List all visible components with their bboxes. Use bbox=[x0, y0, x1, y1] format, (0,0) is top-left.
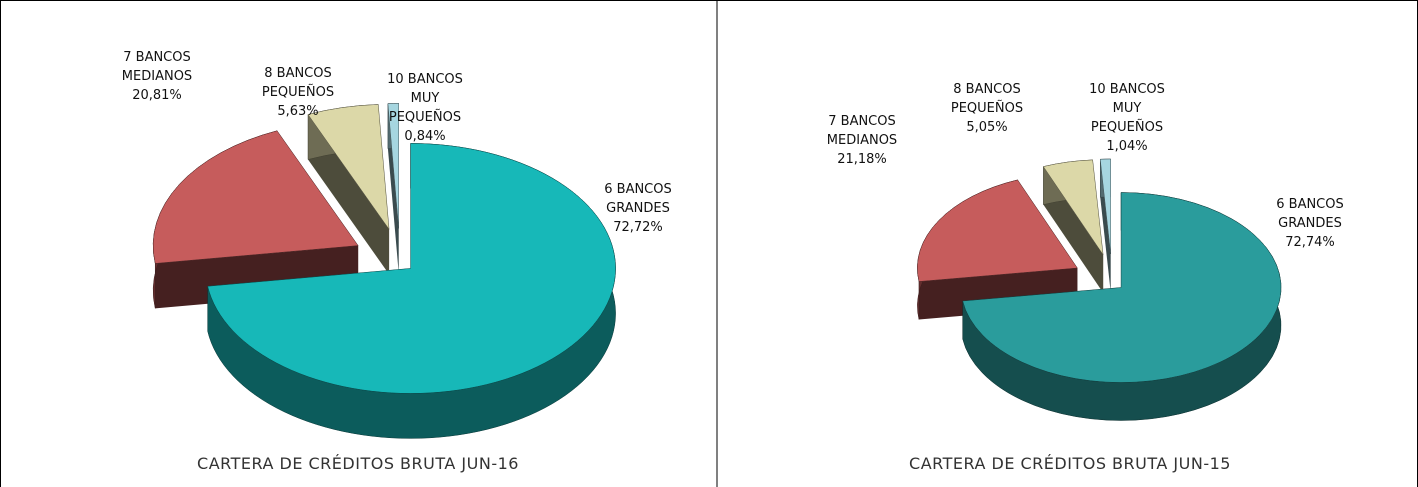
slice-top bbox=[152, 130, 359, 264]
slice-label: 6 BANCOS GRANDES 72,72% bbox=[604, 180, 672, 237]
category-label: 10 BANCOS MUY PEQUEÑOS bbox=[1089, 82, 1165, 135]
pie-slice bbox=[307, 104, 390, 275]
pie-slice bbox=[387, 103, 399, 274]
slice-top bbox=[917, 179, 1078, 282]
slice-top bbox=[1042, 159, 1104, 255]
category-label: 7 BANCOS MEDIANOS bbox=[121, 50, 193, 84]
value-label: 5,05% bbox=[966, 120, 1008, 135]
pie-slice bbox=[962, 192, 1282, 421]
slice-label: 8 BANCOS PEQUEÑOS 5,05% bbox=[951, 80, 1023, 137]
slice-label: 10 BANCOS MUY PEQUEÑOS 0,84% bbox=[387, 70, 463, 146]
pie-slice bbox=[207, 143, 616, 439]
category-label: 8 BANCOS PEQUEÑOS bbox=[950, 82, 1024, 116]
chart-title: CARTERA DE CRÉDITOS BRUTA JUN-16 bbox=[197, 454, 519, 473]
value-label: 1,04% bbox=[1106, 139, 1148, 154]
slice-label: 6 BANCOS GRANDES 72,74% bbox=[1276, 195, 1344, 252]
slice-label: 7 BANCOS MEDIANOS 21,18% bbox=[827, 112, 897, 169]
slice-top bbox=[387, 103, 399, 229]
value-label: 0,84% bbox=[404, 129, 446, 144]
value-label: 72,72% bbox=[613, 220, 663, 235]
value-label: 21,18% bbox=[837, 152, 887, 167]
category-label: 6 BANCOS GRANDES bbox=[604, 182, 672, 216]
value-label: 20,81% bbox=[132, 88, 182, 103]
pie-slice bbox=[1099, 158, 1111, 293]
slice-label: 10 BANCOS MUY PEQUEÑOS 1,04% bbox=[1089, 80, 1165, 156]
category-label: 10 BANCOS MUY PEQUEÑOS bbox=[387, 72, 463, 125]
category-label: 6 BANCOS GRANDES bbox=[1276, 197, 1344, 231]
pie-slice bbox=[1042, 159, 1104, 293]
slice-label: 8 BANCOS PEQUEÑOS 5,63% bbox=[262, 64, 334, 121]
slice-top bbox=[962, 192, 1282, 383]
category-label: 7 BANCOS MEDIANOS bbox=[826, 114, 898, 148]
chart-title: CARTERA DE CRÉDITOS BRUTA JUN-15 bbox=[909, 454, 1231, 473]
value-label: 72,74% bbox=[1285, 235, 1335, 250]
slice-top bbox=[1099, 158, 1111, 255]
slice-top bbox=[207, 143, 616, 394]
category-label: 8 BANCOS PEQUEÑOS bbox=[261, 66, 335, 100]
slice-top bbox=[307, 104, 390, 231]
slice-label: 7 BANCOS MEDIANOS 20,81% bbox=[122, 48, 192, 105]
value-label: 5,63% bbox=[277, 104, 319, 119]
